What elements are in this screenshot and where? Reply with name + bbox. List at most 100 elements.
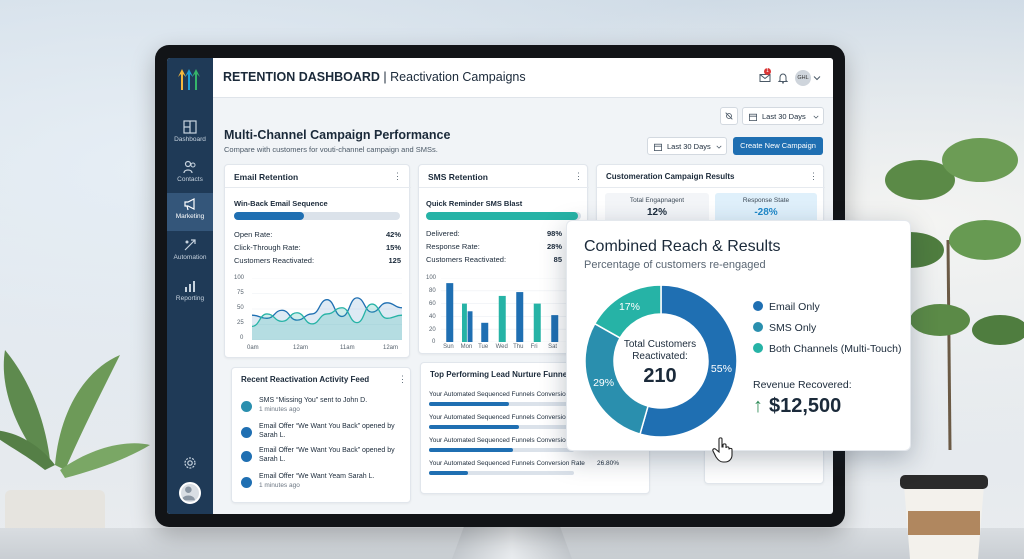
stat-label: Open Rate: [234, 230, 273, 239]
avatar[interactable] [179, 482, 201, 504]
chevron-down-icon[interactable] [813, 74, 821, 82]
more-options-icon[interactable]: ⋮ [809, 171, 818, 181]
sidebar-item-label: Reporting [175, 295, 205, 302]
create-campaign-button[interactable]: Create New Campaign [733, 137, 823, 155]
dashboard-icon [183, 120, 197, 134]
funnel-label: Your Automated Sequenced Funnels Convers… [429, 460, 585, 467]
donut-center-label: Total Customers Reactivated: [623, 339, 697, 362]
stat-label: Response Rate: [426, 242, 480, 251]
y-tick: 40 [429, 314, 436, 320]
app-logo-icon [178, 69, 200, 90]
popup-subtitle: Percentage of customers re-engaged [584, 259, 766, 271]
funnel-label: Your Automated Sequenced Funnels Convers… [429, 391, 566, 398]
funnel-progress-fill [429, 471, 469, 475]
sequence-progress-fill [426, 212, 578, 220]
combined-reach-popup: Combined Reach & Results Percentage of c… [566, 220, 911, 451]
card-title: Customeration Campaign Results [606, 172, 735, 181]
bar-sat [551, 315, 559, 342]
revenue-amount: $12,500 [769, 395, 842, 417]
y-tick: 20 [429, 327, 436, 333]
x-tick: 0am [247, 345, 259, 351]
date-range-dropdown-top[interactable]: Last 30 Days [742, 107, 824, 125]
bar-tue [481, 322, 489, 342]
y-tick: 60 [429, 301, 436, 307]
line-series-2 [252, 303, 402, 328]
x-tick: Tue [478, 344, 489, 350]
page-title: Multi-Channel Campaign Performance [224, 128, 451, 142]
sequence-progress-bar [426, 212, 581, 220]
sms-bar-chart [441, 278, 581, 342]
sequence-progress-fill [234, 212, 304, 220]
legend-swatch [753, 301, 763, 311]
mail-icon [241, 477, 252, 488]
email-area-chart [252, 278, 402, 340]
legend-label: Both Channels (Multi-Touch) [769, 343, 902, 355]
automation-icon [184, 239, 196, 251]
donut-chart [584, 284, 738, 438]
coffee-cup-decor [900, 475, 988, 559]
campaign-results-card: Customeration Campaign Results ⋮ Total E… [596, 164, 825, 254]
legend-label: SMS Only [769, 322, 817, 334]
app-title: RETENTION DASHBOARD | Reactivation Campa… [223, 70, 526, 84]
sidebar-item-label: Dashboard [174, 136, 206, 143]
card-title: Recent Reactivation Activity Feed [241, 375, 370, 384]
metric-label: Total Engapnagent [629, 197, 685, 204]
feed-item-time: 1 minutes ago [259, 482, 300, 489]
y-tick: 50 [237, 305, 244, 311]
x-tick: 12am [383, 345, 399, 351]
stat-label: Click-Through Rate: [234, 243, 301, 252]
top-bar: RETENTION DASHBOARD | Reactivation Campa… [213, 58, 833, 98]
mail-icon [241, 427, 252, 438]
settings-sliders-icon [725, 112, 733, 120]
date-range-label: Last 30 Days [762, 112, 806, 121]
x-tick: 12am [293, 345, 309, 351]
more-options-icon[interactable]: ⋮ [398, 374, 407, 384]
chevron-down-icon [716, 145, 722, 149]
y-tick: 75 [237, 290, 244, 296]
bell-icon[interactable] [777, 72, 789, 84]
donut-center-value: 210 [643, 365, 677, 387]
stat-value: 85 [553, 255, 562, 264]
bar-mon-secondary [462, 303, 467, 342]
card-title: SMS Retention [428, 172, 488, 182]
feed-item-text: Email Offer “We Want You Back” opened by… [259, 447, 395, 463]
gear-icon[interactable] [183, 456, 197, 470]
stat-value: 28% [546, 242, 562, 251]
sidebar-item-automation[interactable]: Automation [167, 234, 213, 272]
mail-icon [241, 451, 252, 462]
user-avatar-icon [181, 486, 195, 501]
sequence-progress-bar [234, 212, 400, 220]
more-options-icon[interactable]: ⋮ [574, 171, 583, 181]
card-title: Email Retention [234, 172, 299, 182]
sidebar-item-marketing[interactable]: Marketing [167, 193, 213, 231]
y-tick: 0 [432, 339, 436, 345]
contacts-icon [183, 160, 196, 174]
notification-badge: 1 [764, 68, 771, 75]
y-tick: 80 [429, 288, 436, 294]
metric-response-state: Response State -28% [715, 193, 817, 225]
sidebar-item-dashboard[interactable]: Dashboard [167, 116, 213, 154]
donut-slice-label: 55% [710, 362, 732, 375]
date-range-dropdown[interactable]: Last 30 Days [647, 137, 727, 155]
funnel-progress-fill [429, 425, 519, 429]
y-tick: 25 [237, 320, 244, 326]
sidebar-item-contacts[interactable]: Contacts [167, 156, 213, 194]
user-avatar[interactable]: GHL [795, 70, 811, 86]
filter-toggle-button[interactable] [720, 107, 738, 125]
y-tick: 0 [240, 335, 244, 341]
donut-slice-label: 29% [593, 377, 615, 390]
feed-item-time: 1 minutes ago [259, 406, 300, 413]
stat-label: Customers Reactivated: [426, 255, 507, 264]
sidebar-item-label: Automation [173, 254, 207, 261]
bar-thu [516, 292, 524, 342]
funnel-progress-fill [429, 402, 509, 406]
y-tick: 100 [426, 275, 437, 281]
legend-sms-only: SMS Only [753, 322, 816, 334]
sidebar-item-reporting[interactable]: Reporting [167, 275, 213, 313]
donut-slice-email-only [639, 284, 738, 438]
arrow-up-icon: ↑ [753, 395, 763, 417]
more-options-icon[interactable]: ⋮ [393, 171, 402, 181]
card-title: Top Performing Lead Nurture Funnels [430, 370, 574, 379]
sidebar-item-label: Contacts [177, 176, 203, 183]
sequence-title: Quick Reminder SMS Blast [426, 199, 523, 208]
